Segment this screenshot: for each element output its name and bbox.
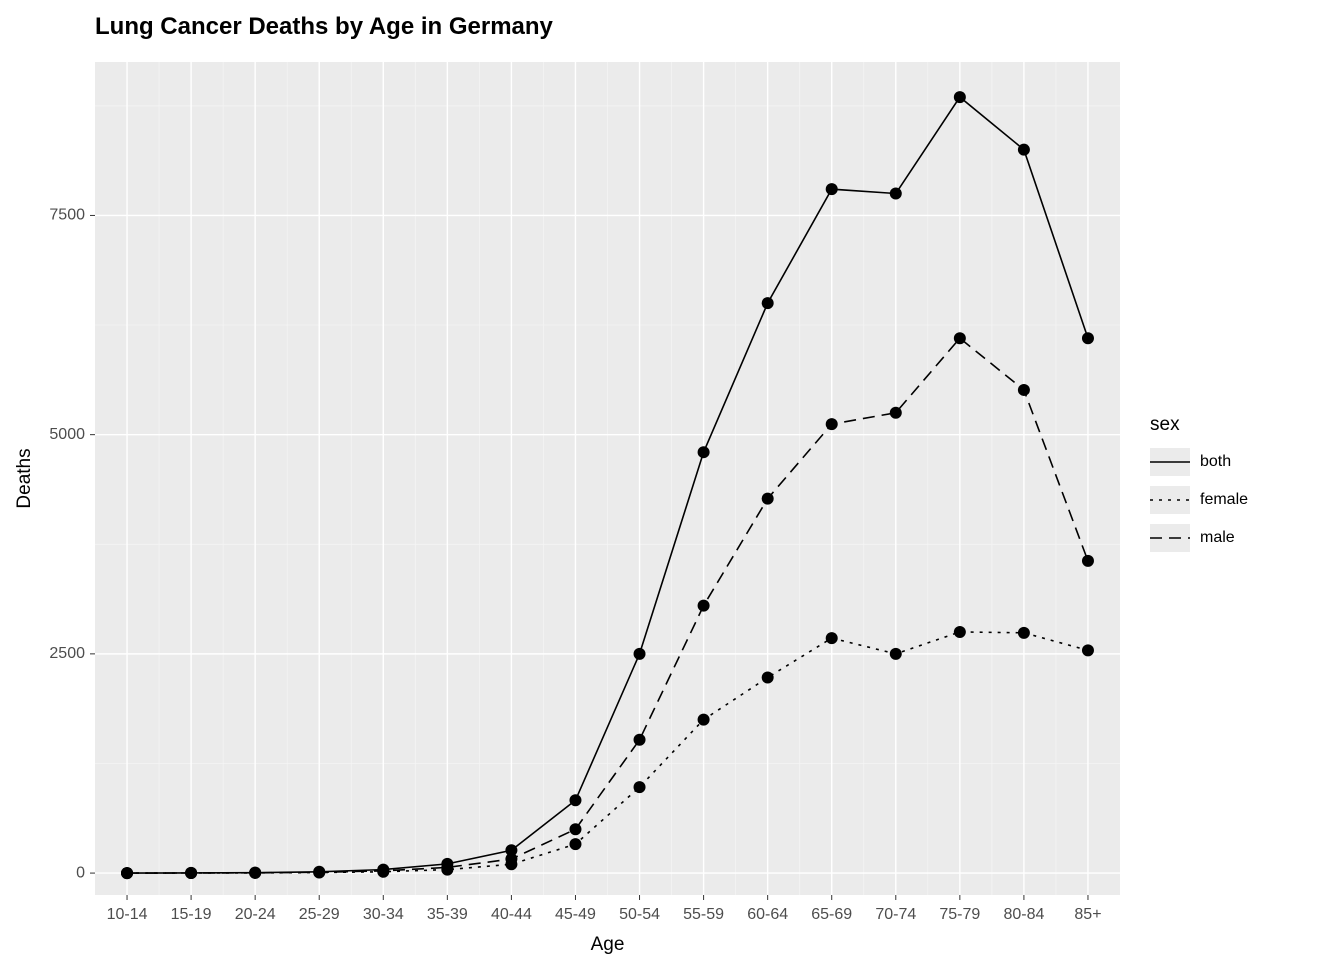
- series-point-male: [441, 861, 453, 873]
- series-point-both: [890, 188, 902, 200]
- x-axis-label: Age: [591, 934, 625, 955]
- series-point-male: [313, 866, 325, 878]
- xtick-label: 70-74: [875, 906, 916, 923]
- xtick-label: 10-14: [107, 906, 148, 923]
- ytick-label: 0: [76, 864, 85, 881]
- series-point-female: [890, 648, 902, 660]
- series-point-male: [569, 823, 581, 835]
- series-point-male: [826, 418, 838, 430]
- xtick-label: 15-19: [171, 906, 212, 923]
- series-point-female: [826, 632, 838, 644]
- series-point-female: [762, 672, 774, 684]
- series-point-female: [1018, 627, 1030, 639]
- series-point-male: [954, 332, 966, 344]
- series-point-both: [698, 446, 710, 458]
- series-point-female: [954, 626, 966, 638]
- series-point-both: [826, 183, 838, 195]
- legend-item-both: both: [1150, 448, 1231, 476]
- xtick-label: 85+: [1074, 906, 1101, 923]
- series-point-both: [1018, 144, 1030, 156]
- legend-item-male: male: [1150, 524, 1235, 552]
- xtick-label: 50-54: [619, 906, 660, 923]
- xtick-label: 35-39: [427, 906, 468, 923]
- series-point-both: [569, 794, 581, 806]
- xtick-label: 55-59: [683, 906, 724, 923]
- xtick-label: 75-79: [939, 906, 980, 923]
- legend-item-label: both: [1200, 453, 1231, 470]
- legend-item-label: male: [1200, 529, 1235, 546]
- series-point-male: [249, 867, 261, 879]
- xtick-label: 40-44: [491, 906, 532, 923]
- ytick-label: 7500: [49, 207, 85, 224]
- ytick-label: 2500: [49, 645, 85, 662]
- series-point-female: [698, 714, 710, 726]
- legend: sex both female male: [1150, 414, 1248, 552]
- series-point-female: [634, 781, 646, 793]
- series-point-female: [1082, 644, 1094, 656]
- series-point-male: [185, 867, 197, 879]
- series-point-female: [569, 838, 581, 850]
- xtick-label: 80-84: [1003, 906, 1044, 923]
- series-point-male: [1082, 555, 1094, 567]
- series-point-male: [762, 493, 774, 505]
- y-axis-label: Deaths: [14, 448, 35, 508]
- series-point-male: [634, 734, 646, 746]
- series-point-male: [121, 867, 133, 879]
- xtick-label: 60-64: [747, 906, 788, 923]
- series-point-male: [377, 865, 389, 877]
- chart-svg: 0 2500 5000 7500 10-14 15-19 20-24 25-29 30-34 35…: [0, 0, 1344, 960]
- chart-container: 0 2500 5000 7500 10-14 15-19 20-24 25-29 30-34 35…: [0, 0, 1344, 960]
- legend-item-label: female: [1200, 491, 1248, 508]
- xtick-label: 65-69: [811, 906, 852, 923]
- series-point-male: [890, 407, 902, 419]
- legend-title: sex: [1150, 414, 1180, 435]
- series-point-both: [634, 648, 646, 660]
- chart-title: Lung Cancer Deaths by Age in Germany: [95, 13, 554, 40]
- legend-item-female: female: [1150, 486, 1248, 514]
- ytick-label: 5000: [49, 426, 85, 443]
- series-point-male: [505, 853, 517, 865]
- xtick-label: 45-49: [555, 906, 596, 923]
- series-point-male: [1018, 384, 1030, 396]
- series-point-both: [954, 91, 966, 103]
- series-point-male: [698, 600, 710, 612]
- series-point-both: [762, 297, 774, 309]
- xtick-label: 20-24: [235, 906, 276, 923]
- series-point-both: [1082, 332, 1094, 344]
- xtick-label: 25-29: [299, 906, 340, 923]
- xtick-label: 30-34: [363, 906, 404, 923]
